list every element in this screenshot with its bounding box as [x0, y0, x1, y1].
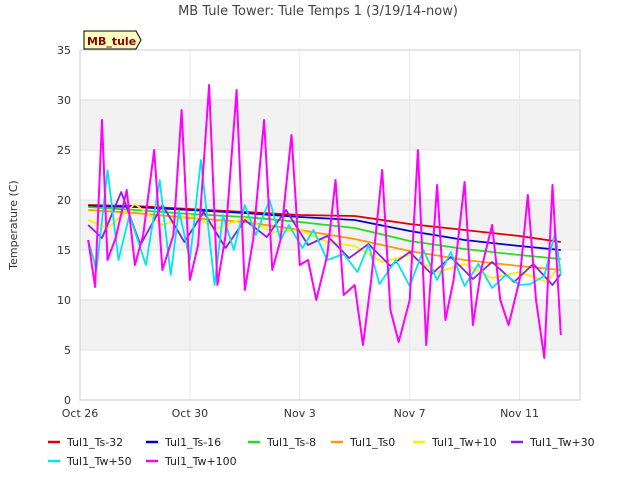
x-axis-ticks: Oct 26 Oct 30 Nov 3 Nov 7 Nov 11: [62, 407, 539, 420]
grid-band: [80, 100, 580, 150]
series-line-tul1-tw-50: [87, 159, 562, 289]
site-badge: MB_tule: [83, 30, 142, 50]
y-axis-label: Temperature (C): [7, 180, 20, 270]
legend-label: Tul1_Tw+30: [529, 436, 595, 449]
legend-label: Tul1_Ts0: [349, 436, 395, 449]
series-lines: [87, 84, 562, 359]
legend-item: Tul1_Tw+30: [511, 436, 595, 449]
legend-label: Tul1_Tw+50: [66, 455, 132, 468]
series-line-tul1-ts-8: [88, 206, 561, 260]
x-tick-label: Nov 7: [394, 407, 426, 420]
x-tick-label: Oct 30: [172, 407, 209, 420]
series-line-tul1-tw-10: [87, 203, 562, 283]
chart-title: MB Tule Tower: Tule Temps 1 (3/19/14-now…: [178, 4, 458, 19]
y-tick-label: 0: [64, 394, 71, 407]
y-tick-label: 5: [64, 344, 71, 357]
legend-item: Tul1_Ts-32: [48, 436, 123, 449]
legend-label: Tul1_Ts-8: [266, 436, 316, 449]
x-tick-label: Nov 3: [284, 407, 316, 420]
site-badge-label: MB_tule: [87, 35, 136, 48]
legend-item: Tul1_Tw+50: [48, 455, 132, 468]
legend-item: Tul1_Tw+100: [146, 455, 237, 468]
y-tick-label: 15: [57, 244, 71, 257]
series-line-tul1-tw-100: [87, 84, 562, 359]
y-tick-label: 20: [57, 194, 71, 207]
legend-item: Tul1_Tw+10: [413, 436, 497, 449]
legend-item: Tul1_Ts0: [331, 436, 395, 449]
x-tick-label: Nov 11: [500, 407, 539, 420]
y-axis-ticks: 0 5 10 15 20 25 30 35: [57, 44, 71, 407]
y-tick-label: 25: [57, 144, 71, 157]
y-tick-label: 30: [57, 94, 71, 107]
legend-label: Tul1_Tw+100: [164, 455, 237, 468]
plot-frame: [79, 49, 581, 401]
legend-item: Tul1_Ts-16: [146, 436, 221, 449]
legend: Tul1_Ts-32 Tul1_Ts-16 Tul1_Ts-8 Tul1_Ts0 Tul…: [48, 436, 595, 468]
x-tick-label: Oct 26: [62, 407, 99, 420]
legend-item: Tul1_Ts-8: [248, 436, 316, 449]
legend-label: Tul1_Ts-16: [164, 436, 221, 449]
legend-label: Tul1_Tw+10: [431, 436, 497, 449]
grid-band: [80, 300, 580, 350]
y-tick-label: 10: [57, 294, 71, 307]
y-tick-label: 35: [57, 44, 71, 57]
legend-label: Tul1_Ts-32: [66, 436, 123, 449]
